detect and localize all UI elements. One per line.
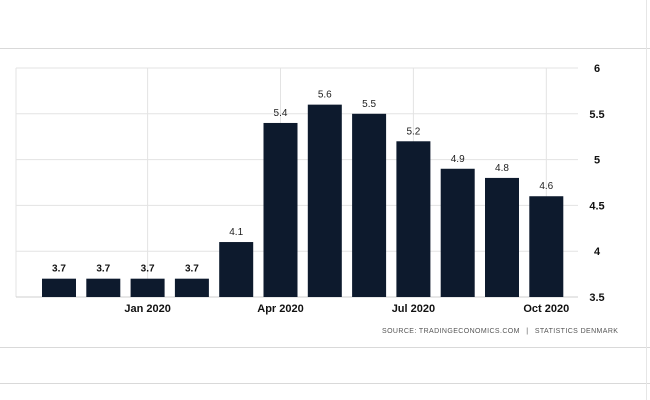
x-tick-label-0: Jan 2020 [124,303,170,315]
value-label-10: 4.8 [495,163,509,174]
y-tick-label-4: 5.5 [589,109,604,121]
value-labels: 3.7 3.7 3.7 3.7 4.1 5.4 5.6 5.5 5.2 4.9 4.8 4.6 [52,90,554,275]
x-tick-label-3: Oct 2020 [523,303,569,315]
bar-aug-2020 [440,168,475,297]
value-label-2: 3.7 [141,264,155,275]
value-label-6: 5.6 [318,90,332,101]
value-label-3: 3.7 [185,264,199,275]
y-tick-label-2: 4.5 [589,200,604,212]
top-divider [0,48,650,49]
right-edge [646,0,647,400]
x-tick-label-1: Apr 2020 [257,303,303,315]
bar-dec-2019 [86,278,121,297]
x-tick-labels: Jan 2020 Apr 2020 Jul 2020 Oct 2020 [124,303,569,315]
bar-jul-2020 [396,141,431,297]
bar-sep-2020 [485,177,519,297]
value-label-8: 5.2 [406,126,420,137]
y-tick-labels: 3.5 4 4.5 5 5.5 6 [589,63,604,304]
source-provider: STATISTICS DENMARK [534,328,619,335]
value-label-7: 5.5 [362,99,376,110]
value-label-4: 4.1 [229,227,243,238]
x-tick-label-2: Jul 2020 [392,303,435,315]
bars [42,104,564,298]
source-site: TRADINGECONOMICS.COM [418,328,520,335]
bar-jun-2020 [352,113,387,297]
bottom-divider [0,347,650,348]
bar-nov-2019 [42,278,76,297]
y-tick-label-1: 4 [594,246,601,258]
bar-apr-2020 [263,122,298,298]
bar-may-2020 [307,104,342,297]
source-separator: | [526,328,529,335]
value-label-1: 3.7 [96,264,110,275]
value-label-5: 5.4 [274,108,288,119]
y-tick-label-3: 5 [594,155,600,167]
bar-feb-2020 [174,278,209,297]
bar-mar-2020 [219,242,254,297]
bar-jan-2020 [130,278,165,297]
y-tick-label-5: 6 [594,63,600,75]
bar-oct-2020 [529,196,564,297]
y-tick-label-0: 3.5 [589,292,604,304]
source-note: SOURCE: TRADINGECONOMICS.COM | STATISTIC… [382,328,642,335]
value-label-0: 3.7 [52,264,66,275]
source-prefix: SOURCE: [382,328,417,335]
value-label-11: 4.6 [539,181,553,192]
footer-divider [0,383,650,384]
value-label-9: 4.9 [451,154,465,165]
